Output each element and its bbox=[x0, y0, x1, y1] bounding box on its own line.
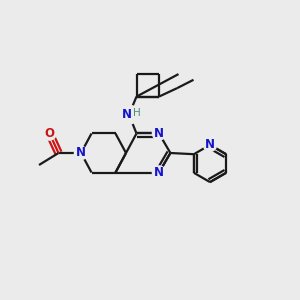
Circle shape bbox=[152, 166, 166, 179]
Text: H: H bbox=[133, 108, 140, 118]
Text: N: N bbox=[76, 146, 86, 160]
Circle shape bbox=[74, 146, 88, 160]
Circle shape bbox=[43, 127, 56, 140]
Text: N: N bbox=[154, 166, 164, 179]
Text: N: N bbox=[154, 127, 164, 140]
Circle shape bbox=[122, 106, 140, 124]
Text: N: N bbox=[205, 138, 215, 152]
Text: O: O bbox=[44, 127, 55, 140]
Circle shape bbox=[203, 138, 217, 152]
Circle shape bbox=[152, 127, 166, 140]
Text: N: N bbox=[122, 108, 132, 121]
